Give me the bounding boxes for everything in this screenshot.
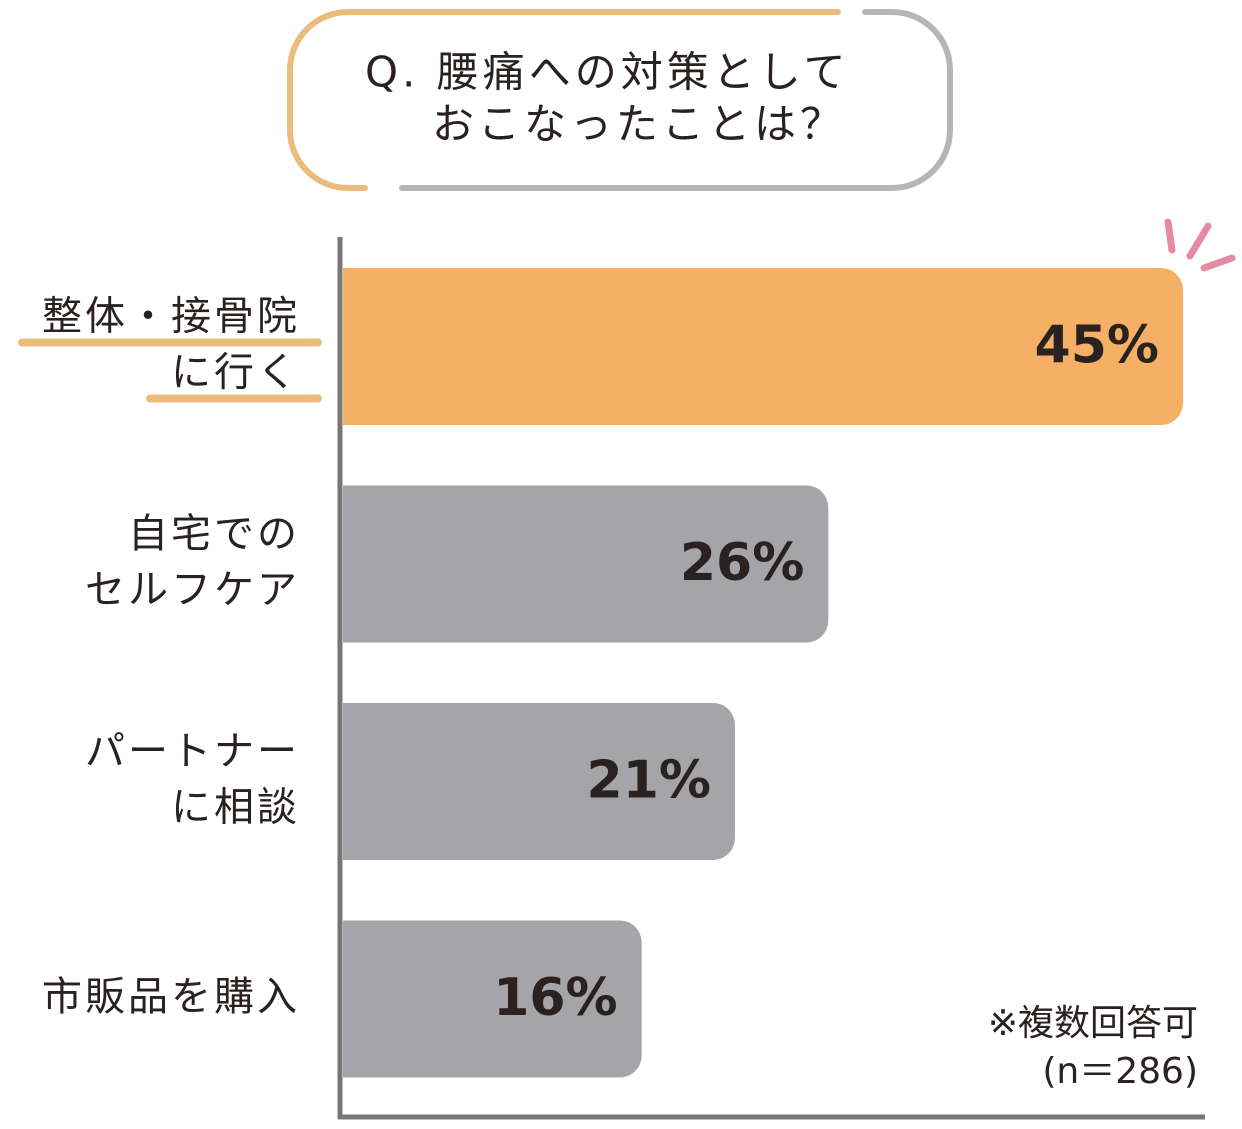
- category-label: に相談: [171, 785, 300, 831]
- note: ※複数回答可: [988, 1003, 1198, 1044]
- note: (n＝286): [1042, 1051, 1198, 1092]
- title-frame-gray: [399, 9, 953, 191]
- category-label: パートナー: [85, 729, 300, 775]
- category-label: セルフケア: [85, 567, 300, 613]
- category-label: 自宅での: [128, 511, 300, 557]
- title-frame-orange: [287, 9, 841, 191]
- bar: [343, 485, 829, 643]
- accent: [1164, 218, 1236, 272]
- category-label: 整体・接骨院: [42, 294, 300, 340]
- bar: [343, 703, 735, 860]
- category-label: に行く: [171, 350, 300, 396]
- chart-title: おこなったことは？: [432, 100, 846, 149]
- value-label: 26%: [680, 533, 804, 593]
- bar: [343, 268, 1183, 425]
- value-label: 45%: [1035, 316, 1159, 376]
- value-label: 16%: [493, 968, 617, 1028]
- bar: [343, 920, 642, 1078]
- category-label: 市販品を購入: [42, 974, 300, 1020]
- chart-title: Q. 腰痛への対策として: [365, 48, 850, 97]
- value-label: 21%: [587, 751, 711, 811]
